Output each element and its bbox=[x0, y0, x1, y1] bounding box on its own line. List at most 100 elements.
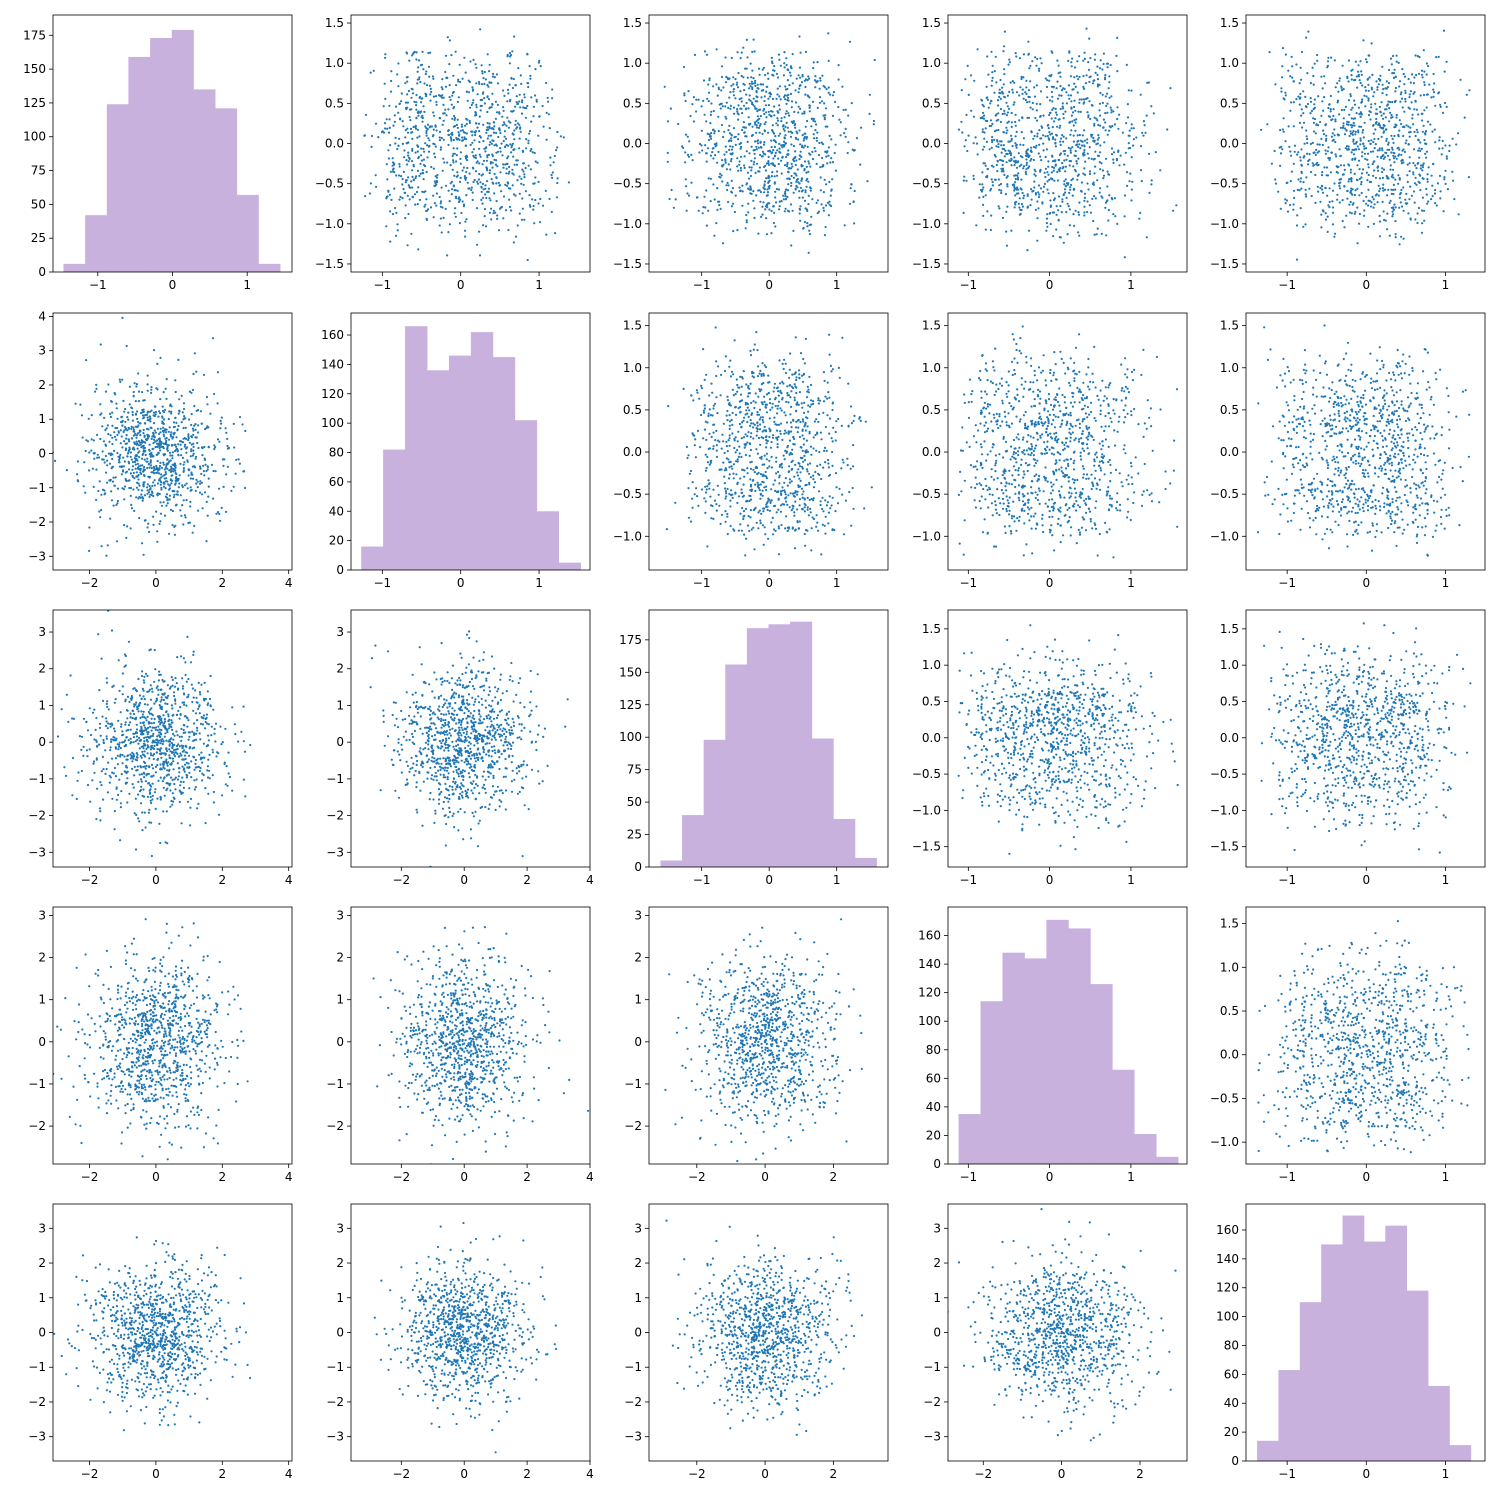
scatter-point bbox=[519, 130, 522, 133]
scatter-point bbox=[466, 99, 469, 102]
scatter-point bbox=[478, 153, 481, 156]
scatter-point bbox=[1432, 95, 1435, 98]
scatter-point bbox=[739, 169, 743, 172]
scatter-point bbox=[123, 524, 126, 527]
scatter-point bbox=[790, 162, 793, 165]
scatter-point bbox=[453, 118, 456, 121]
scatter-point bbox=[742, 104, 746, 107]
scatter-point bbox=[207, 495, 210, 498]
scatter-point bbox=[486, 83, 489, 87]
scatter-point bbox=[1362, 39, 1365, 42]
scatter-point bbox=[1021, 205, 1024, 208]
scatter-point bbox=[1026, 116, 1029, 119]
scatter-point bbox=[511, 50, 514, 53]
scatter-point bbox=[1022, 167, 1025, 170]
scatter-point bbox=[417, 66, 420, 69]
scatter-point bbox=[759, 200, 762, 203]
scatter-point bbox=[729, 91, 732, 94]
scatter-point bbox=[495, 176, 498, 179]
scatter-point bbox=[1382, 88, 1385, 91]
scatter-point bbox=[519, 74, 522, 77]
scatter-point bbox=[415, 58, 418, 61]
scatter-point bbox=[1123, 163, 1126, 166]
scatter-point bbox=[175, 421, 178, 424]
scatter-point bbox=[783, 136, 786, 139]
scatter-point bbox=[1150, 179, 1153, 182]
scatter-point bbox=[727, 140, 730, 143]
scatter-point bbox=[798, 190, 801, 193]
scatter-point bbox=[478, 82, 481, 85]
scatter-point bbox=[781, 144, 785, 147]
scatter-point bbox=[1393, 68, 1396, 71]
scatter-point bbox=[388, 193, 391, 196]
scatter-point bbox=[429, 99, 432, 102]
scatter-point bbox=[107, 452, 110, 455]
scatter-point bbox=[1000, 140, 1003, 143]
scatter-point bbox=[198, 465, 202, 468]
scatter-point bbox=[1422, 124, 1425, 127]
scatter-point bbox=[1059, 124, 1062, 127]
scatter-point bbox=[1284, 94, 1287, 97]
scatter-point bbox=[1130, 199, 1133, 202]
scatter-point bbox=[1337, 90, 1340, 93]
scatter-point bbox=[163, 428, 167, 431]
scatter-point bbox=[834, 169, 838, 172]
scatter-point bbox=[1324, 82, 1327, 85]
scatter-point bbox=[998, 88, 1001, 91]
scatter-point bbox=[438, 136, 441, 139]
scatter-point bbox=[1308, 153, 1311, 156]
scatter-point bbox=[1033, 95, 1037, 98]
scatter-point bbox=[1370, 42, 1373, 45]
scatter-point bbox=[773, 145, 777, 149]
scatter-point bbox=[392, 124, 395, 127]
scatter-point bbox=[768, 113, 771, 116]
scatter-point bbox=[1003, 109, 1006, 112]
x-tick-label: 0 bbox=[1362, 278, 1370, 292]
scatter-point bbox=[521, 197, 524, 200]
scatter-point bbox=[1349, 171, 1352, 174]
scatter-point bbox=[1394, 206, 1397, 209]
scatter-point bbox=[1036, 239, 1039, 242]
scatter-point bbox=[106, 459, 109, 462]
scatter-point bbox=[849, 202, 852, 205]
scatter-point bbox=[168, 451, 172, 454]
scatter-point bbox=[827, 91, 830, 94]
scatter-point bbox=[479, 28, 482, 31]
scatter-point bbox=[1068, 164, 1071, 167]
scatter-point bbox=[1018, 213, 1021, 216]
scatter-point bbox=[1067, 59, 1070, 63]
scatter-point bbox=[1363, 152, 1367, 155]
scatter-point bbox=[159, 449, 162, 452]
scatter-point bbox=[991, 184, 995, 187]
scatter-point bbox=[996, 140, 999, 143]
scatter-point bbox=[420, 154, 423, 157]
scatter-point bbox=[168, 532, 171, 535]
scatter-point bbox=[1008, 58, 1011, 61]
scatter-point bbox=[456, 126, 459, 129]
scatter-point bbox=[1438, 139, 1441, 142]
scatter-point bbox=[1003, 45, 1006, 48]
scatter-point bbox=[1406, 174, 1409, 177]
scatter-point bbox=[819, 166, 822, 169]
scatter-point bbox=[129, 527, 132, 530]
scatter-point bbox=[448, 63, 451, 66]
scatter-point bbox=[154, 431, 157, 434]
scatter-point bbox=[157, 451, 160, 455]
scatter-point bbox=[232, 422, 235, 425]
scatter-point bbox=[490, 142, 493, 145]
scatter-point bbox=[1281, 47, 1285, 50]
scatter-point bbox=[1051, 126, 1054, 129]
scatter-point bbox=[459, 80, 462, 84]
scatter-point bbox=[139, 412, 143, 415]
scatter-point bbox=[210, 463, 214, 466]
scatter-point bbox=[452, 74, 455, 77]
scatter-point bbox=[162, 501, 165, 504]
scatter-point bbox=[721, 105, 724, 108]
scatter-point bbox=[812, 133, 815, 136]
scatter-point bbox=[147, 419, 150, 422]
scatter-point bbox=[749, 185, 752, 188]
scatter-point bbox=[1298, 189, 1301, 192]
scatter-point bbox=[511, 86, 514, 90]
scatter-point bbox=[471, 134, 474, 137]
scatter-point bbox=[1312, 83, 1315, 86]
